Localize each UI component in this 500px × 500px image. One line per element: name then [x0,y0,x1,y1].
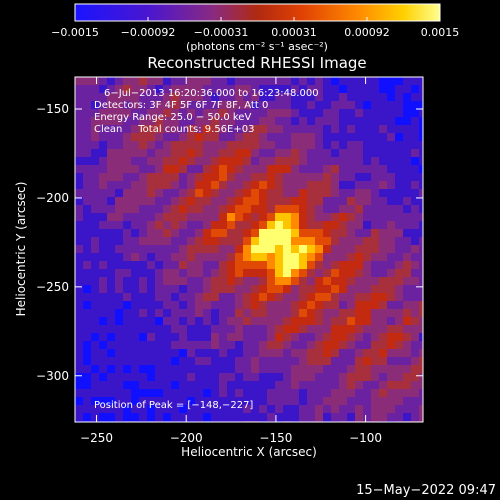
timestamp: 15−May−2022 09:47 [356,483,496,498]
annotation-total-counts: Clean Total counts: 9.56E+03 [94,124,254,135]
colorbar-tick-label: 0.00031 [271,26,317,39]
x-tick-label: −150 [259,431,292,445]
colorbar-tick-label: 0.00092 [344,26,390,39]
colorbar-tick-label: −0.00092 [121,26,176,39]
plot-frame [74,76,424,423]
colorbar-tick-label: −0.0015 [51,26,99,39]
colorbar: −0.0015 −0.00092 −0.00031 0.00031 0.00092 0.0… [51,3,459,53]
y-tick-label: −150 [36,102,69,116]
y-tick-label: −200 [36,191,69,205]
colorbar-tick-label: −0.00031 [194,26,249,39]
annotation-energy-range: Energy Range: 25.0 − 50.0 keV [94,112,251,123]
annotation-time-range: 6−Jul−2013 16:20:36.000 to 16:23:48.000 [104,88,319,99]
colorbar-gradient [74,3,441,22]
y-tick-label: −250 [36,280,69,294]
x-axis-label: Heliocentric X (arcsec) [181,445,317,459]
axis-ticks: −250 −200 −150 −100 −150 −200 −250 −300 [36,77,423,445]
x-tick-label: −250 [80,431,113,445]
x-tick-label: −200 [170,431,203,445]
annotations: 6−Jul−2013 16:20:36.000 to 16:23:48.000 … [94,88,319,411]
colorbar-tick-label: 0.0015 [421,26,460,39]
x-tick-label: −100 [349,431,382,445]
peak-position-label: Position of Peak = [−148,−227] [94,400,253,411]
heatmap-image [75,77,423,422]
chart-title: Reconstructed RHESSI Image [147,54,366,72]
y-axis-label: Heliocentric Y (arcsec) [14,182,28,317]
y-tick-label: −300 [36,369,69,383]
colorbar-units: (photons cm⁻² s⁻¹ asec⁻²) [186,40,328,53]
colorbar-ticks: −0.0015 −0.00092 −0.00031 0.00031 0.00092 0.0… [51,17,459,39]
annotation-detectors: Detectors: 3F 4F 5F 6F 7F 8F, Att 0 [94,100,268,111]
